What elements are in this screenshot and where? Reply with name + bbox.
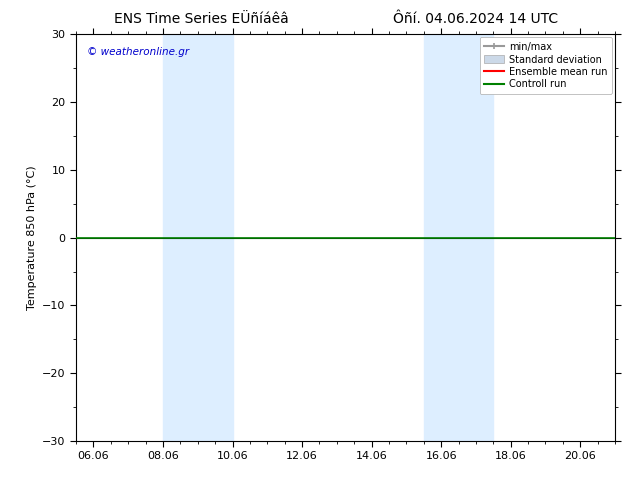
Y-axis label: Temperature 850 hPa (°C): Temperature 850 hPa (°C) [27, 165, 37, 310]
Legend: min/max, Standard deviation, Ensemble mean run, Controll run: min/max, Standard deviation, Ensemble me… [479, 37, 612, 94]
Text: Ôñí. 04.06.2024 14 UTC: Ôñí. 04.06.2024 14 UTC [393, 12, 558, 26]
Bar [424, 34, 493, 441]
Bar [163, 34, 233, 441]
Text: ENS Time Series ΕÜñíáêâ: ENS Time Series ΕÜñíáêâ [114, 12, 289, 26]
Text: © weatheronline.gr: © weatheronline.gr [87, 47, 189, 56]
